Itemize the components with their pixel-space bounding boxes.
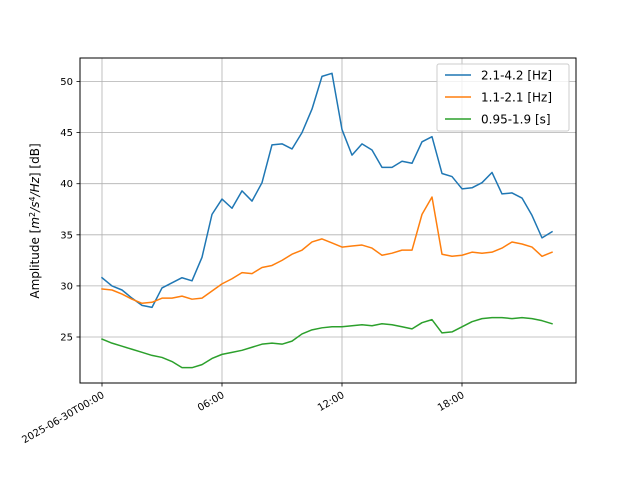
y-axis: 25 30 35 40 45 50 [60, 77, 80, 344]
y-tick-label: 35 [60, 230, 73, 241]
legend: 2.1-4.2 [Hz] 1.1-2.1 [Hz] 0.95-1.9 [s] [436, 63, 570, 132]
y-axis-label-unit-m: m [28, 217, 42, 229]
legend-entry: 1.1-2.1 [Hz] [481, 91, 552, 105]
y-axis-label-unit-exp2: 4 [28, 196, 37, 201]
y-tick-label: 30 [60, 281, 73, 292]
y-tick-label: 25 [60, 333, 73, 344]
legend-box [436, 63, 570, 132]
series-line-3 [101, 316, 553, 369]
legend-entry: 2.1-4.2 [Hz] [481, 69, 552, 83]
y-axis-label: Amplitude [m2/s4/Hz] [dB] [28, 143, 43, 298]
y-tick-label: 45 [60, 128, 73, 139]
y-axis-label-suffix: ] [dB] [28, 143, 42, 177]
y-axis-label-unit-exp1: 2 [28, 212, 37, 217]
y-axis-label-prefix: Amplitude [ [28, 229, 42, 299]
y-tick-label: 50 [60, 77, 73, 88]
plot-frame [79, 57, 577, 384]
series-line-1 [100, 72, 554, 309]
series-layer [100, 72, 554, 369]
y-axis-label-unit-end: /Hz [28, 176, 42, 197]
legend-entry: 0.95-1.9 [s] [481, 113, 551, 127]
y-tick-label: 40 [60, 179, 73, 190]
y-axis-label-unit-mid: /s [28, 202, 42, 213]
series-line-2 [101, 196, 553, 305]
